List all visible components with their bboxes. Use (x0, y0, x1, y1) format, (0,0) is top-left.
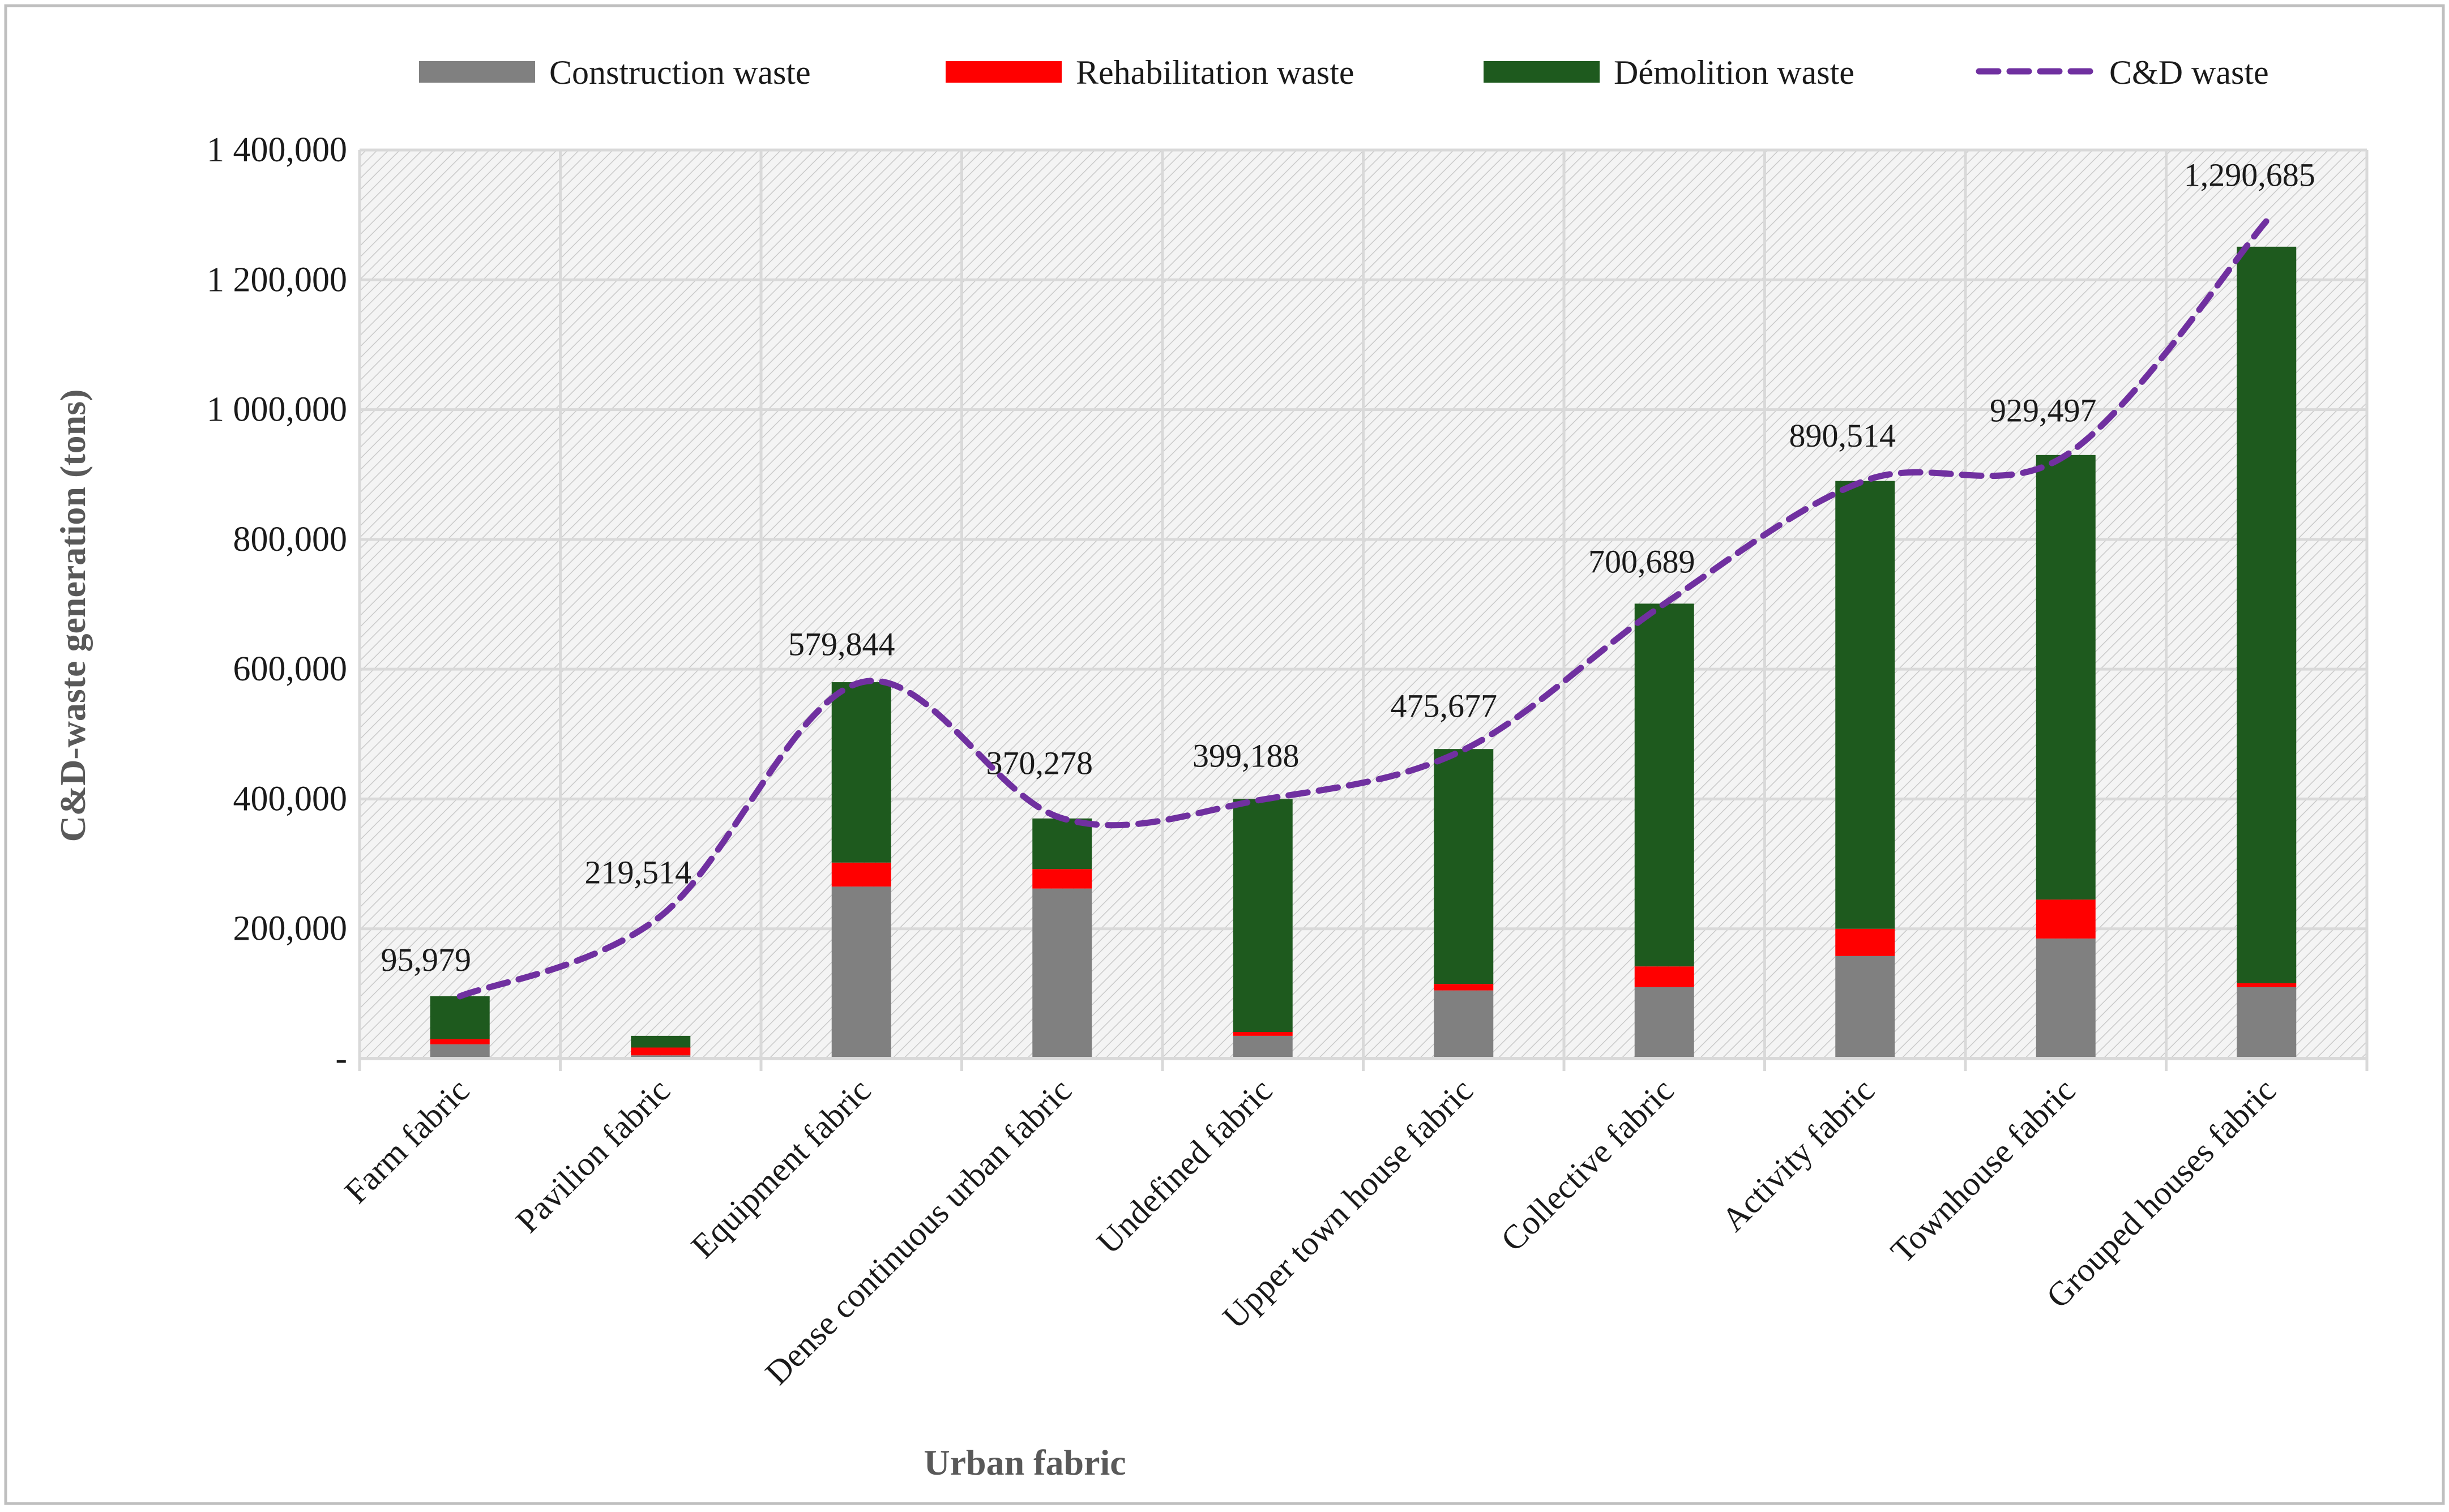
data-label: 700,689 (1588, 543, 1695, 580)
data-label: 219,514 (585, 854, 692, 890)
data-label: 399,188 (1193, 737, 1300, 774)
x-axis-title: Urban fabric (924, 1442, 1126, 1483)
bar-construction-waste (1634, 987, 1694, 1059)
legend-label: C&D waste (2109, 54, 2269, 91)
bar-construction-waste (2237, 987, 2297, 1059)
bar-construction-waste (2036, 938, 2096, 1059)
legend-label: Rehabilitation waste (1076, 54, 1354, 91)
bar-rehabilitation-waste (2036, 900, 2096, 939)
y-tick-label: 1 400,000 (207, 131, 347, 169)
bar-d-molition-waste (1835, 481, 1895, 929)
bar-rehabilitation-waste (1835, 928, 1895, 956)
legend: Construction waste Rehabilitation waste Dé… (419, 54, 2269, 91)
bar-rehabilitation-waste (2237, 983, 2297, 987)
bar-d-molition-waste (2036, 455, 2096, 900)
data-labels: 95,979 219,514 579,844 370,278 399,188 475,67… (381, 156, 2315, 978)
bar-construction-waste (430, 1044, 490, 1059)
data-label: 579,844 (788, 626, 895, 662)
data-label: 475,677 (1391, 688, 1498, 725)
y-tick-label: 1 200,000 (207, 260, 347, 299)
legend-swatch (419, 61, 535, 83)
y-axis-title: C&D-waste generation (tons) (53, 389, 93, 842)
legend-label: Démolition waste (1614, 54, 1854, 91)
bar-rehabilitation-waste (1233, 1031, 1293, 1036)
y-tick-label: 1 000,000 (207, 391, 347, 429)
data-label: 929,497 (1990, 392, 2097, 429)
cd-waste-line-group (456, 217, 2270, 1000)
bar-d-molition-waste (631, 1035, 691, 1048)
y-tick-label: 400,000 (233, 779, 348, 818)
bar-d-molition-waste (1634, 603, 1694, 967)
bar-rehabilitation-waste (831, 862, 891, 887)
cd-waste-line (456, 217, 2270, 1000)
data-label: 95,979 (381, 941, 472, 978)
bar-construction-waste (831, 886, 891, 1059)
legend-swatch (1484, 61, 1600, 83)
bar-construction-waste (1032, 888, 1092, 1059)
data-label: 1,290,685 (2184, 156, 2315, 193)
y-tick-label: 800,000 (233, 520, 348, 559)
legend-swatch (946, 61, 1062, 83)
gridlines (358, 148, 2369, 1060)
bar-construction-waste (1835, 956, 1895, 1059)
bar-d-molition-waste (2237, 246, 2297, 984)
bar-construction-waste (1434, 990, 1494, 1059)
bar-rehabilitation-waste (430, 1039, 490, 1044)
bar-rehabilitation-waste (1434, 984, 1494, 991)
bar-d-molition-waste (430, 996, 490, 1039)
y-tick-label: - (335, 1039, 347, 1078)
bar-d-molition-waste (1032, 818, 1092, 869)
data-label: 890,514 (1789, 417, 1896, 454)
bar-d-molition-waste (1233, 799, 1293, 1032)
y-tick-label: 200,000 (233, 910, 348, 948)
legend-label: Construction waste (549, 54, 811, 91)
bars (430, 246, 2297, 1059)
bar-rehabilitation-waste (1634, 966, 1694, 987)
bar-d-molition-waste (831, 682, 891, 863)
bar-construction-waste (1233, 1035, 1293, 1059)
data-label: 370,278 (986, 745, 1093, 782)
y-tick-label: 600,000 (233, 650, 348, 688)
bar-d-molition-waste (1434, 749, 1494, 984)
bar-rehabilitation-waste (1032, 869, 1092, 889)
bar-rehabilitation-waste (631, 1047, 691, 1056)
